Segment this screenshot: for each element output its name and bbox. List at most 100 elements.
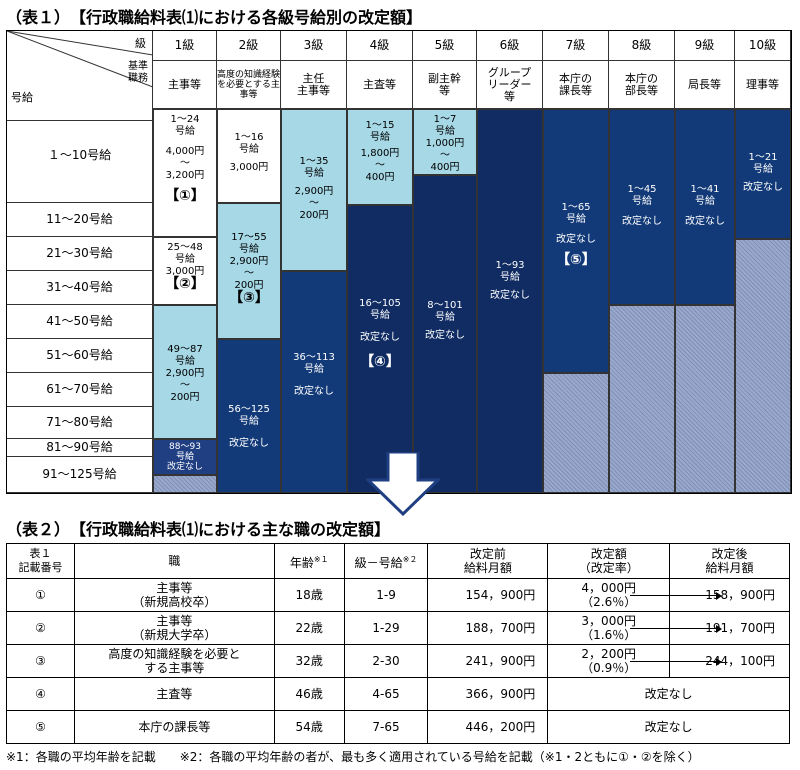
table-row: ① 主事等 （新規高校卒） 18歳 1-9 154，900円 4，000円 （2.6％） 15… [6, 578, 790, 612]
block-unit: 号給 [435, 312, 455, 323]
block-range: 1～45 [627, 184, 657, 195]
level1-block-empty [153, 475, 217, 493]
table-row: ② 主事等 （新規大学卒） 22歳 1-29 188，700円 3，000円 （1.6％） 1… [6, 611, 790, 645]
footnote: ※1：各職の平均年齢を記載 ※2：各職の平均年齢の者が、最も多く適用されている号… [6, 750, 700, 764]
arrow-right-icon [630, 625, 723, 633]
grade-range-2: 11～20号給 [7, 203, 153, 237]
row-before: 446，200円 [427, 710, 549, 744]
block-tilde: ～ [180, 380, 190, 391]
row-grade: 1-9 [343, 578, 429, 612]
row-after: 158，900円 [630, 578, 790, 612]
grade-range-3: 21～30号給 [7, 237, 153, 271]
grade-label: 号給 [11, 91, 33, 104]
row-before: 188，700円 [427, 611, 549, 645]
level-header-1: 1級 [153, 31, 217, 61]
block-tilde: ～ [244, 268, 254, 279]
corner-header-cell: 級 基準 職務 号給 [7, 31, 153, 121]
job-header-9: 局長等 [675, 61, 735, 109]
job-header-3: 主任 主事等 [281, 61, 347, 109]
grade-range-4: 31～40号給 [7, 271, 153, 305]
block-mark: 【④】 [360, 354, 400, 370]
row-grade: 2-30 [343, 644, 429, 678]
level10-block-empty [735, 239, 791, 493]
level9-block: 1～41 号給 改定なし [675, 109, 735, 305]
level1-block-2: 25～48 号給 3,000円 【②】 [153, 237, 217, 305]
level-header-2: 2級 [217, 31, 281, 61]
row-unchanged: 改定なし [547, 710, 790, 744]
row-after: 191，700円 [630, 611, 790, 645]
grade-range-5: 41～50号給 [7, 305, 153, 339]
block-range: 1～35 [299, 156, 329, 167]
table2-title: （表２） 【行政職給料表⑴における主な職の改定額】 [6, 520, 391, 539]
block-amount2: 200円 [299, 210, 329, 221]
block-unit: 号給 [175, 452, 194, 462]
block-status: 改定なし [166, 462, 203, 472]
header-age-text: 年齢 [289, 555, 314, 570]
level-label: 級 [135, 37, 146, 50]
job-header-7: 本庁の 課長等 [543, 61, 609, 109]
job-header-4: 主査等 [347, 61, 413, 109]
level2-block-3: 56～125 号給 改定なし [217, 339, 281, 493]
after-amount: 191，700円 [705, 621, 775, 635]
job-header-2: 高度の知識経験を必要とする主事等 [217, 61, 281, 109]
block-status: 改定なし [490, 290, 530, 301]
revision-table: 表１ 記載番号 職 年齢※１ 級－号給※２ 改定前 給料月額 改定額 （改定率）… [6, 543, 790, 744]
level1-block-1: 1～24 号給 4,000円 ～ 3,200円 【①】 [153, 109, 217, 237]
job-label: 基準 職務 [128, 61, 148, 84]
salary-grade-table: 級 基準 職務 号給 1～24 号給 4,000円 ～ 3,200円 【①】 2… [6, 30, 792, 494]
level1-block-3: 49～87 号給 2,900円 ～ 200円 [153, 305, 217, 439]
block-unit: 号給 [175, 254, 195, 265]
down-arrow-icon [366, 452, 440, 516]
grade-range-8: 71～80号給 [7, 407, 153, 439]
row-no: ⑤ [6, 710, 75, 744]
block-range: 8～101 [427, 300, 463, 311]
row-before: 241，900円 [427, 644, 549, 678]
level2-block-1: 1～16 号給 3,000円 [217, 109, 281, 203]
block-unit: 号給 [175, 356, 195, 367]
level3-block-2: 36～113 号給 改定なし [281, 271, 347, 493]
row-job: 高度の知識経験を必要と する主事等 [73, 644, 275, 678]
block-amount2: 400円 [365, 172, 395, 183]
header-grade-sup: ※２ [402, 554, 418, 564]
block-amount2: 400円 [430, 162, 460, 173]
block-unit: 号給 [239, 144, 259, 155]
level-header-6: 6級 [477, 31, 543, 61]
block-unit: 号給 [695, 196, 715, 207]
block-unit: 号給 [753, 164, 773, 175]
block-status: 改定なし [229, 438, 269, 449]
grade-range-7: 61～70号給 [7, 373, 153, 407]
header-grade-text: 級－号給 [354, 555, 403, 570]
block-status: 改定なし [743, 182, 783, 193]
block-tilde: ～ [309, 198, 319, 209]
block-range: 1～7 [433, 114, 457, 125]
row-age: 22歳 [273, 611, 345, 645]
block-amount: 3,000円 [229, 162, 269, 173]
row-grade: 4-65 [343, 677, 429, 711]
level-header-9: 9級 [675, 31, 735, 61]
diff-rate: （1.6％） [581, 628, 637, 642]
job-header-8: 本庁の 部長等 [609, 61, 675, 109]
row-before: 366，900円 [427, 677, 549, 711]
grade-range-9: 81～90号給 [7, 439, 153, 457]
block-range: 1～93 [495, 260, 525, 271]
block-range: 1～21 [748, 152, 778, 163]
after-amount: 244，100円 [705, 654, 775, 668]
header-job: 職 [73, 543, 275, 579]
table-row: ④ 主査等 46歳 4-65 366，900円 改定なし [6, 677, 790, 711]
block-amount: 1,000円 [425, 138, 465, 149]
row-age: 46歳 [273, 677, 345, 711]
level7-block-empty [543, 373, 609, 493]
diff-rate: （0.9％） [581, 661, 637, 675]
block-amount: 2,900円 [165, 368, 205, 379]
corner-diagonal-lines [7, 31, 153, 88]
block-range: 36～113 [293, 352, 335, 363]
grade-range-10: 91～125号給 [7, 457, 153, 493]
block-amount: 4,000円 [165, 146, 205, 157]
level5-block-1: 1～7 号給 1,000円 ～ 400円 [413, 109, 477, 175]
block-unit: 号給 [632, 196, 652, 207]
block-status: 改定なし [425, 330, 465, 341]
block-range: 1～16 [234, 132, 264, 143]
block-status: 改定なし [294, 386, 334, 397]
arrow-head-icon [716, 658, 723, 666]
table-row: ③ 高度の知識経験を必要と する主事等 32歳 2-30 241，900円 2，200円（… [6, 644, 790, 678]
